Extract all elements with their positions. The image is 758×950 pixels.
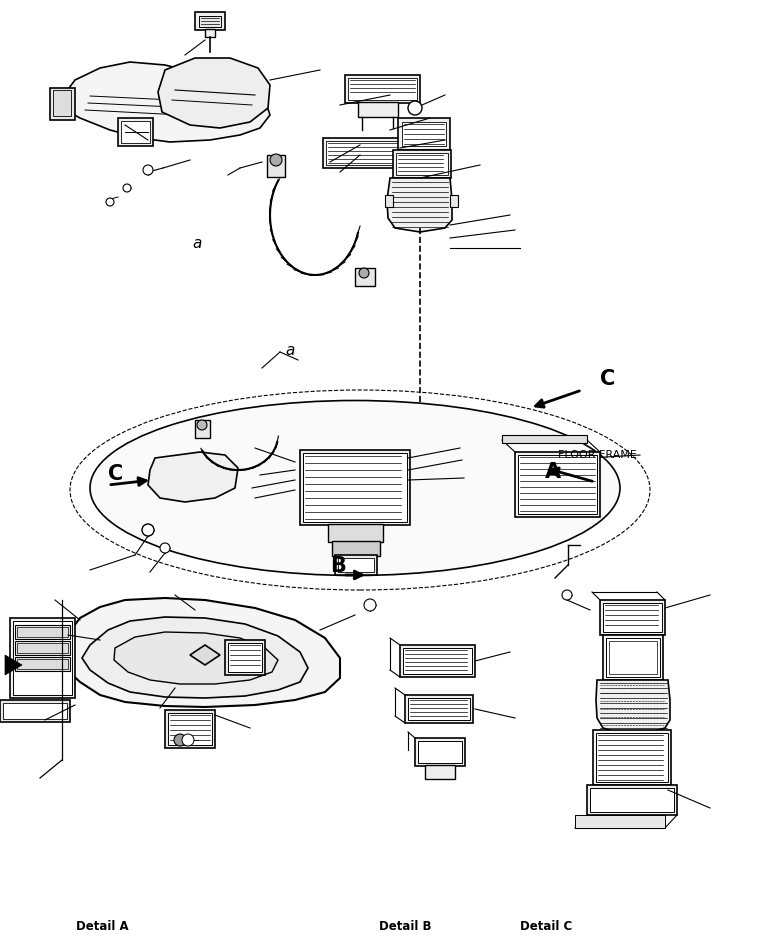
Bar	[603, 603, 662, 632]
Bar	[205, 29, 215, 37]
Bar	[398, 118, 450, 150]
Polygon shape	[114, 632, 278, 684]
Text: Detail C: Detail C	[520, 920, 572, 933]
Polygon shape	[50, 88, 75, 120]
Circle shape	[106, 198, 114, 206]
Bar	[403, 648, 472, 674]
Bar	[590, 788, 674, 812]
Bar	[418, 741, 462, 763]
Polygon shape	[82, 617, 308, 698]
Text: a: a	[285, 343, 294, 358]
Bar	[323, 138, 408, 168]
Circle shape	[270, 154, 282, 166]
Bar	[606, 638, 660, 677]
Bar	[385, 195, 393, 207]
Bar	[600, 600, 665, 635]
Text: C: C	[600, 369, 615, 389]
Bar	[15, 657, 70, 671]
Bar	[328, 524, 383, 542]
Polygon shape	[65, 598, 340, 707]
Polygon shape	[60, 62, 270, 142]
Bar	[199, 16, 221, 27]
Bar	[13, 621, 72, 695]
Bar	[396, 153, 448, 175]
Bar	[195, 420, 210, 438]
Bar	[425, 765, 455, 779]
Circle shape	[408, 101, 422, 115]
Circle shape	[160, 543, 170, 553]
Bar	[165, 710, 215, 748]
Bar	[575, 815, 665, 828]
Bar	[118, 118, 153, 146]
Bar	[603, 635, 663, 680]
Bar	[15, 625, 70, 639]
Bar	[303, 453, 407, 522]
Bar	[332, 541, 380, 556]
Bar	[228, 643, 262, 672]
Bar	[587, 785, 677, 815]
Polygon shape	[158, 58, 270, 128]
Bar	[345, 75, 420, 103]
Circle shape	[174, 734, 186, 746]
Text: FLOOR FRAME: FLOOR FRAME	[558, 450, 637, 460]
Circle shape	[123, 184, 131, 192]
Bar	[609, 641, 657, 674]
Bar	[348, 78, 417, 100]
Bar	[402, 122, 446, 146]
Circle shape	[182, 734, 194, 746]
Bar	[10, 618, 75, 698]
Bar	[515, 452, 600, 517]
Bar	[17, 643, 68, 653]
Ellipse shape	[90, 401, 620, 576]
Text: A: A	[545, 462, 561, 482]
Bar	[225, 640, 265, 675]
Bar	[415, 738, 465, 766]
Polygon shape	[596, 680, 670, 735]
Bar	[300, 450, 410, 525]
Bar	[168, 713, 212, 745]
Bar	[355, 268, 375, 286]
Bar	[400, 645, 475, 677]
Bar	[518, 455, 597, 514]
Circle shape	[562, 590, 572, 600]
Bar	[17, 659, 68, 669]
Circle shape	[197, 420, 207, 430]
Circle shape	[143, 165, 153, 175]
Circle shape	[359, 268, 369, 278]
Polygon shape	[387, 178, 452, 232]
Bar	[358, 102, 398, 117]
Text: Detail B: Detail B	[379, 920, 432, 933]
Bar	[195, 12, 225, 30]
Text: C: C	[108, 464, 124, 484]
Circle shape	[142, 524, 154, 536]
Bar	[405, 695, 473, 723]
Text: a: a	[192, 236, 202, 251]
Bar	[3, 703, 67, 719]
Bar	[121, 121, 150, 143]
Bar	[502, 435, 587, 443]
Polygon shape	[190, 645, 220, 665]
Bar	[326, 141, 405, 165]
Text: Detail A: Detail A	[76, 920, 129, 933]
Circle shape	[364, 599, 376, 611]
Bar	[267, 155, 285, 177]
Bar	[335, 555, 377, 575]
Bar	[338, 558, 374, 572]
Bar	[53, 90, 71, 116]
Bar	[408, 698, 470, 720]
Bar	[15, 641, 70, 655]
Bar	[450, 195, 458, 207]
Bar	[17, 627, 68, 637]
Bar	[593, 730, 671, 785]
Bar	[596, 733, 668, 782]
Polygon shape	[5, 655, 22, 675]
Bar	[393, 150, 451, 178]
Text: B: B	[330, 556, 346, 576]
Polygon shape	[148, 452, 238, 502]
Bar	[0, 700, 70, 722]
